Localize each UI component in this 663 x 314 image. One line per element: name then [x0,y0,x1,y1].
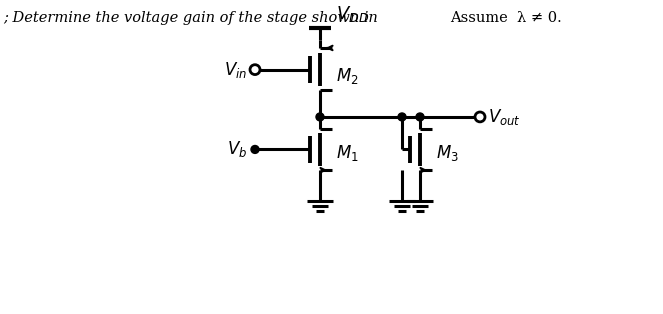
Circle shape [250,65,260,74]
Text: $V_{in}$: $V_{in}$ [224,60,247,80]
Text: $M_3$: $M_3$ [436,143,459,163]
Circle shape [316,113,324,121]
Text: Assume  λ ≠ 0.: Assume λ ≠ 0. [450,10,562,24]
Circle shape [475,112,485,122]
Text: $M_2$: $M_2$ [336,66,359,85]
Circle shape [251,145,259,153]
Text: $V_{out}$: $V_{out}$ [488,107,521,127]
Text: $M_1$: $M_1$ [336,143,359,163]
Text: $V_b$: $V_b$ [227,139,247,160]
Circle shape [416,113,424,121]
Text: $V_{DD}$: $V_{DD}$ [336,4,369,24]
Circle shape [398,113,406,121]
Text: ; Determine the voltage gain of the stage shown in: ; Determine the voltage gain of the stag… [3,10,378,24]
